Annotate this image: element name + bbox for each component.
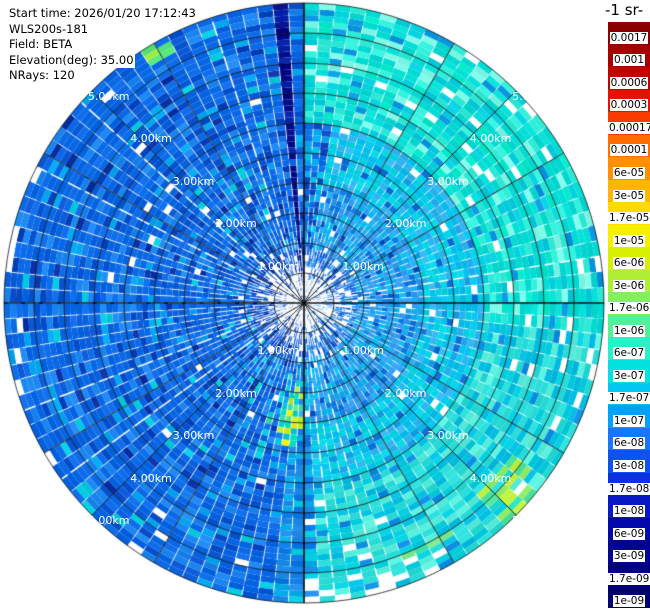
nrays-text: NRays: 120 bbox=[8, 68, 76, 84]
field-name-text: Field: BETA bbox=[8, 37, 74, 53]
colorbar-segment bbox=[608, 562, 650, 586]
colorbar-segment bbox=[608, 495, 650, 518]
colorbar-segment bbox=[608, 450, 650, 473]
colorbar-segment bbox=[608, 269, 650, 293]
colorbar-segment bbox=[608, 157, 650, 180]
colorbar-segment bbox=[608, 427, 650, 451]
colorbar-segment bbox=[608, 359, 650, 383]
colorbar-segment bbox=[608, 405, 650, 428]
colorbar-segment bbox=[608, 134, 650, 158]
colorbar-segment bbox=[608, 382, 650, 406]
colorbar-segment bbox=[608, 540, 650, 563]
colorbar-segment bbox=[608, 517, 650, 541]
colorbar-segment bbox=[608, 292, 650, 315]
colorbar-segment bbox=[608, 585, 650, 608]
start-time-text: Start time: 2026/01/20 17:12:43 bbox=[8, 6, 197, 22]
elevation-text: Elevation(deg): 35.00 bbox=[8, 52, 135, 68]
colorbar-title: -1 sr- bbox=[605, 1, 644, 19]
colorbar-segment bbox=[608, 112, 650, 135]
colorbar-segment bbox=[608, 224, 650, 248]
colorbar-segment bbox=[608, 67, 650, 90]
colorbar bbox=[608, 22, 650, 608]
colorbar-segment bbox=[608, 337, 650, 360]
colorbar-segment bbox=[608, 472, 650, 496]
scan-info-block: Start time: 2026/01/20 17:12:43 WLS200s-… bbox=[8, 6, 197, 84]
colorbar-segment bbox=[608, 202, 650, 225]
system-name-text: WLS200s-181 bbox=[8, 21, 90, 37]
colorbar-segment bbox=[608, 179, 650, 203]
colorbar-segment bbox=[608, 44, 650, 68]
colorbar-segment bbox=[608, 22, 650, 45]
colorbar-segment bbox=[608, 247, 650, 270]
colorbar-segment bbox=[608, 314, 650, 338]
colorbar-segment bbox=[608, 89, 650, 113]
